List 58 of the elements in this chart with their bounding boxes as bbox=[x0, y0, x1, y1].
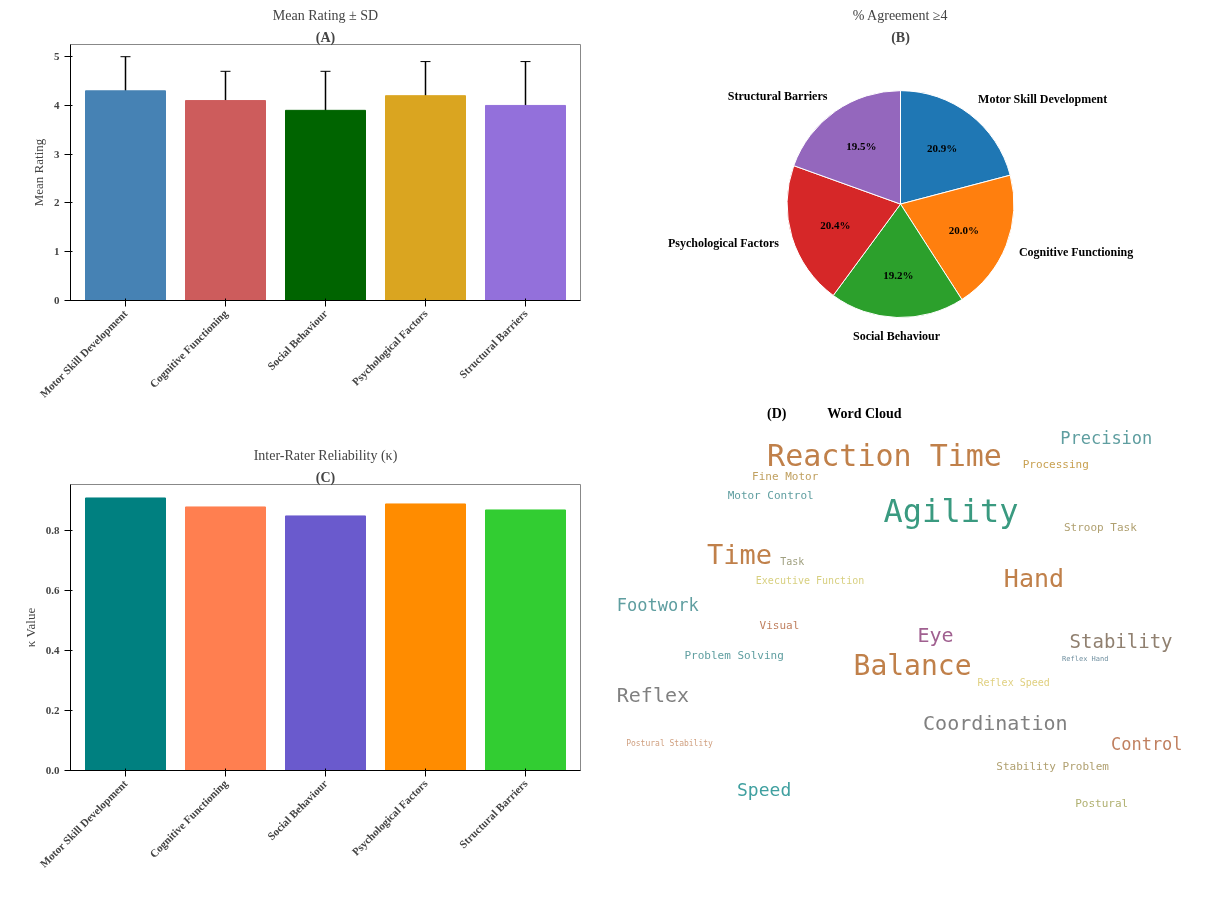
y-tick-label: 4 bbox=[54, 98, 60, 111]
text: Postural Stability bbox=[626, 739, 714, 749]
text: Stability bbox=[1069, 629, 1173, 652]
text: Visual bbox=[759, 618, 800, 632]
text: Motor Control bbox=[727, 488, 814, 502]
text: Executive Function bbox=[755, 575, 865, 587]
y-tick-label: 5 bbox=[54, 50, 60, 63]
y-tick-label: 0.8 bbox=[45, 524, 60, 537]
text: Hand bbox=[1003, 564, 1065, 594]
text: (D) bbox=[767, 405, 787, 422]
text: Problem Solving bbox=[684, 649, 784, 663]
text: Agility bbox=[883, 491, 1019, 530]
y-tick-label: 0.2 bbox=[45, 704, 60, 717]
text: Footwork bbox=[616, 595, 699, 616]
y-tick-label: 0 bbox=[54, 294, 60, 306]
slice-label: Motor Skill Development bbox=[978, 92, 1108, 107]
text: Reflex Speed bbox=[977, 677, 1050, 689]
data-label: 20.9% bbox=[926, 141, 958, 154]
chart-title: Inter-Rater Reliability (κ) bbox=[253, 447, 398, 464]
bar bbox=[85, 497, 166, 771]
y-axis-title: κ Value bbox=[22, 607, 38, 648]
text: Precision bbox=[1060, 427, 1153, 448]
data-label: 19.2% bbox=[883, 268, 914, 281]
text: Reflex bbox=[616, 683, 690, 707]
text: Processing bbox=[1022, 458, 1089, 472]
y-tick-label: 2 bbox=[54, 196, 60, 209]
y-tick-label: 0.0 bbox=[45, 764, 60, 776]
bar bbox=[185, 506, 266, 771]
data-label: 20.0% bbox=[948, 223, 980, 236]
bar bbox=[385, 503, 466, 771]
text: Time bbox=[706, 539, 772, 571]
data-label: 20.4% bbox=[820, 218, 851, 231]
text: Eye bbox=[917, 622, 954, 647]
text: Speed bbox=[737, 779, 792, 801]
text: Stroop Task bbox=[1063, 521, 1138, 535]
slice-label: Psychological Factors bbox=[667, 235, 780, 250]
text: Control bbox=[1110, 733, 1183, 754]
text: Postural bbox=[1075, 796, 1129, 810]
text: Balance bbox=[853, 649, 972, 683]
y-tick-label: 0.4 bbox=[45, 644, 60, 657]
y-axis-title: Mean Rating bbox=[31, 138, 46, 207]
text: Task bbox=[780, 555, 805, 567]
slice-label: Cognitive Functioning bbox=[1018, 245, 1134, 260]
text: (B) bbox=[891, 29, 911, 46]
chart-title: % Agreement ≥4 bbox=[852, 7, 948, 23]
text: Coordination bbox=[923, 710, 1068, 735]
annotation: (C) bbox=[315, 469, 336, 486]
bar bbox=[485, 509, 566, 771]
slice-label: Structural Barriers bbox=[727, 88, 828, 103]
text: Word Cloud bbox=[827, 405, 902, 421]
annotation: (A) bbox=[315, 29, 336, 46]
chart-title: Mean Rating ± SD bbox=[272, 7, 379, 23]
data-label: 19.5% bbox=[846, 140, 877, 153]
text: Stability Problem bbox=[996, 759, 1110, 773]
y-tick-label: 1 bbox=[54, 245, 60, 258]
y-tick-label: 0.6 bbox=[45, 584, 60, 597]
y-tick-label: 3 bbox=[54, 147, 60, 160]
bar bbox=[285, 515, 366, 771]
